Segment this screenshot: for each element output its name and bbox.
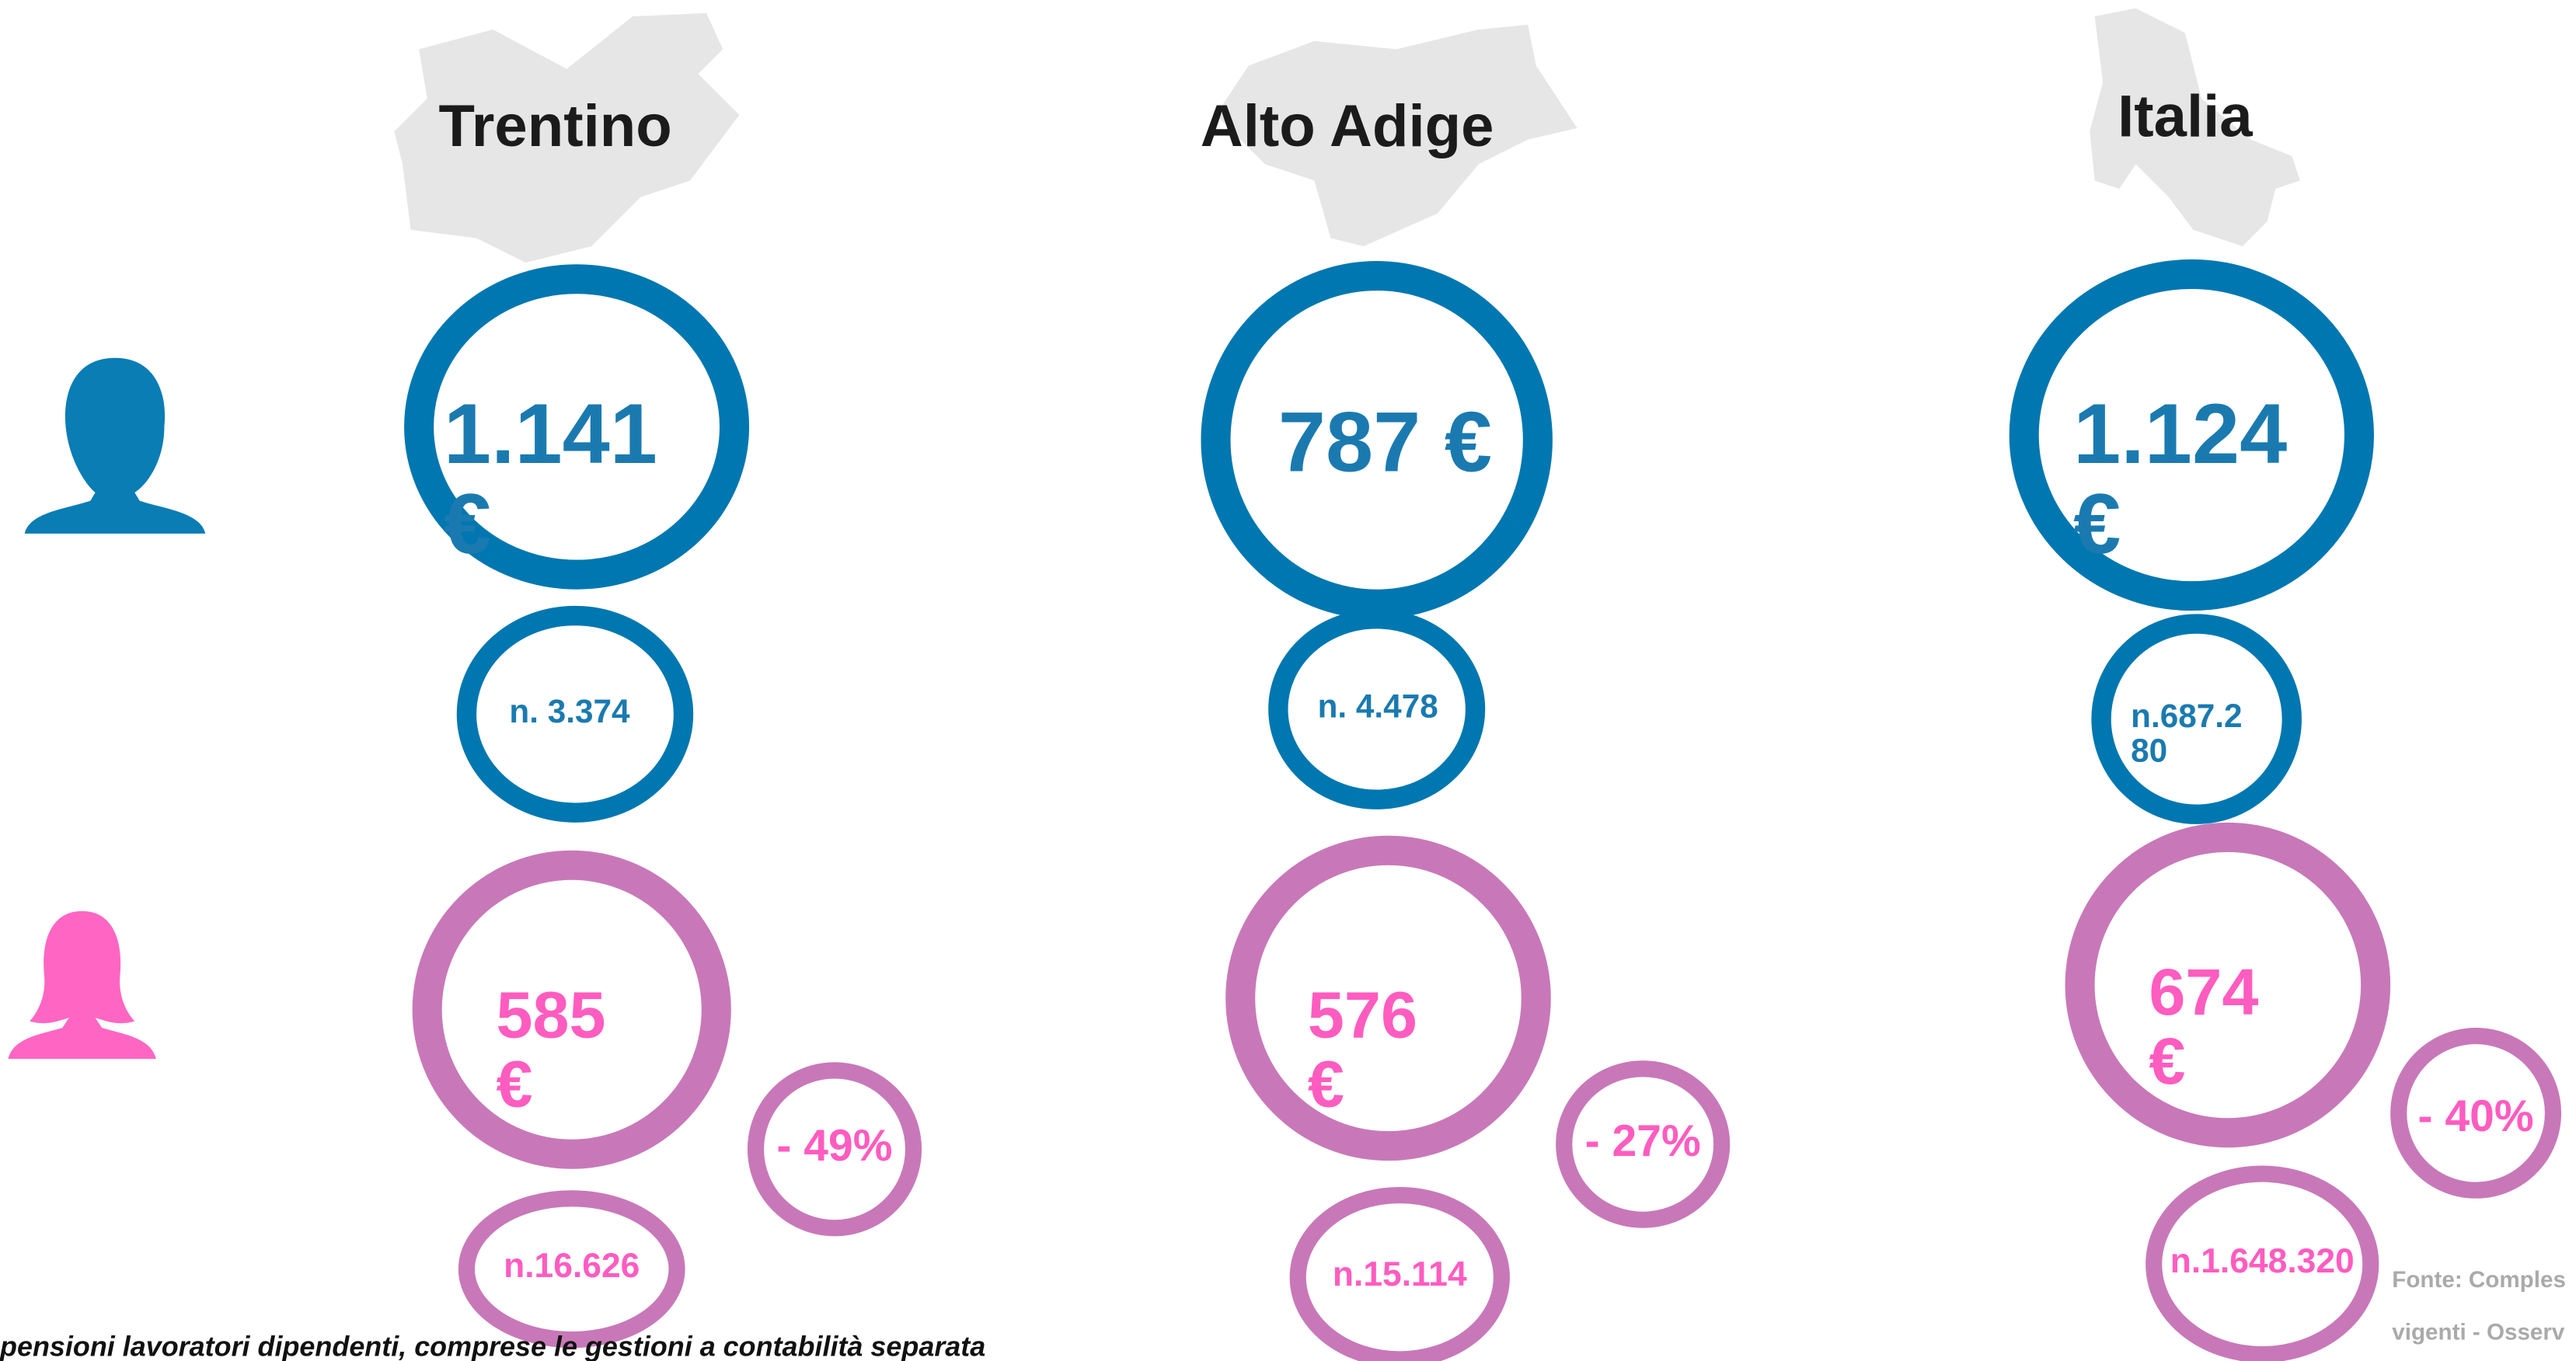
circles (404, 259, 2562, 1361)
male-amount: 1.141 € (443, 387, 657, 573)
male-amount: 787 € (1278, 395, 1492, 491)
map-alto-adige (1215, 24, 1577, 247)
female-count: n.16.626 (504, 1248, 640, 1286)
footer-note: pensioni lavoratori dipendenti, comprese… (0, 1331, 986, 1361)
female-amount-circle (2065, 822, 2391, 1148)
female-amount-circle (412, 850, 731, 1169)
male-amount: 1.124 € (2073, 387, 2288, 573)
source-line: vigenti - Osserv (2392, 1318, 2565, 1345)
female-count: n.1.648.320 (2170, 1242, 2355, 1281)
female-amount-circle (1225, 835, 1551, 1161)
gap-circle (1556, 1060, 1731, 1228)
region-title: Trentino (438, 92, 672, 159)
maps (394, 8, 2300, 263)
male-amount-circle (404, 264, 750, 590)
gap-circle (747, 1062, 922, 1237)
region-title: Alto Adige (1200, 92, 1494, 159)
female-icon (8, 910, 156, 1060)
region-title: Italia (2118, 82, 2253, 150)
gender-gap: - 40% (2417, 1091, 2534, 1141)
male-count: n. 4.478 (1317, 689, 1438, 726)
female-amount: 576 € (1307, 980, 1418, 1122)
male-count-circle (2091, 614, 2302, 824)
male-count-circle (1268, 609, 1486, 809)
map-italia (2090, 8, 2300, 247)
female-count-circle (2146, 1165, 2379, 1361)
male-count: n.687.280 (2131, 699, 2243, 771)
male-amount-circle (2009, 259, 2375, 611)
male-icon-shape (24, 357, 206, 534)
female-count-circle (458, 1190, 685, 1349)
male-count-circle (456, 605, 694, 823)
male-count: n. 3.374 (509, 694, 630, 731)
gender-gap: - 27% (1584, 1116, 1701, 1166)
gender-gap: - 49% (776, 1121, 893, 1171)
female-amount: 585 € (496, 980, 606, 1122)
female-amount: 674 € (2149, 957, 2259, 1098)
male-amount-circle (1201, 261, 1553, 619)
gap-circle (2390, 1027, 2562, 1199)
female-icon-shape (8, 910, 156, 1060)
female-count-circle (1289, 1187, 1510, 1361)
source-line: Fonte: Comples (2392, 1265, 2566, 1293)
male-icon (24, 357, 206, 534)
map-trentino (394, 12, 740, 263)
female-count: n.15.114 (1332, 1255, 1467, 1294)
